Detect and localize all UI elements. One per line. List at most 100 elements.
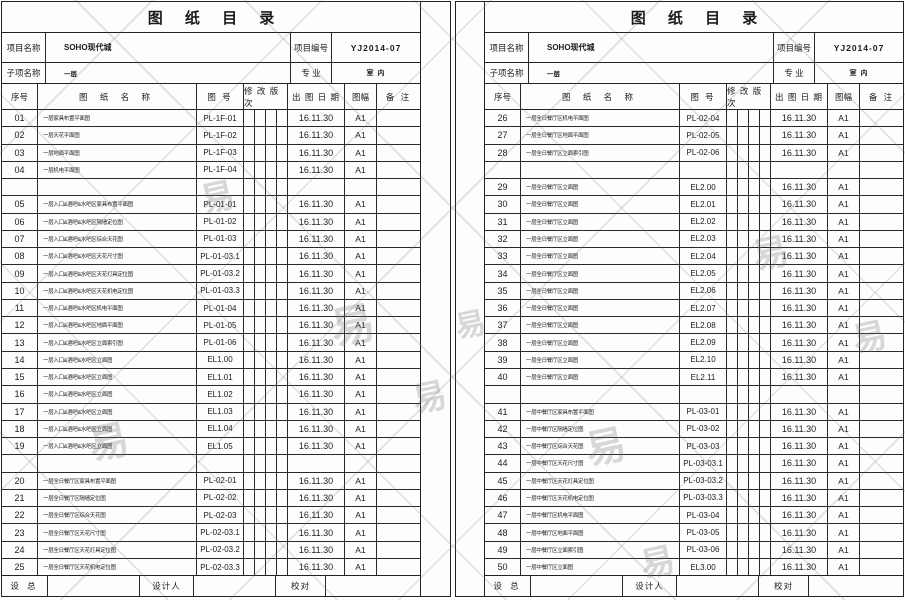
table-row: 38 一层全日餐厅区立面图 EL2.09 16.11.30 A1	[485, 334, 903, 352]
cell-date: 16.11.30	[288, 438, 345, 455]
cell-drawing-name	[38, 179, 197, 196]
cell-revision	[266, 265, 277, 282]
cell-drawing-name: 一层入口&酒吧&水吧区立面图	[38, 403, 197, 420]
signature-row: 设 总 设计人 校对	[2, 576, 420, 596]
col-header-date: 出 图 日 期	[288, 84, 345, 109]
cell-revision	[760, 248, 771, 265]
table-row: 16 一层入口&酒吧&水吧区立面图 EL1.02 16.11.30 A1	[2, 386, 420, 404]
cell-revision	[255, 230, 266, 248]
cell-revision	[255, 317, 266, 334]
cell-remark	[860, 300, 903, 316]
cell-revision	[266, 386, 277, 403]
cell-drawing-no: PL-02-05	[680, 127, 727, 144]
cell-date: 16.11.30	[771, 438, 828, 455]
cell-revision	[266, 541, 277, 558]
cell-remark	[860, 231, 903, 247]
cell-date: 16.11.30	[288, 368, 345, 386]
cell-date: 16.11.30	[771, 489, 828, 507]
cell-revision	[277, 317, 288, 334]
cell-drawing-name: 一层全日餐厅区天花机电定位图	[38, 558, 197, 576]
table-row: 14 一层入口&酒吧&水吧区立面图 EL1.00 16.11.30 A1	[2, 351, 420, 369]
designer-value	[677, 576, 759, 596]
col-header-no: 序号	[2, 84, 38, 109]
cell-sheet-size: A1	[345, 248, 377, 265]
cell-drawing-no: PL-01-06	[197, 334, 244, 351]
cell-remark	[377, 455, 420, 471]
cell-revision	[266, 438, 277, 455]
table-row-blank	[485, 386, 903, 404]
cell-revision	[266, 317, 277, 334]
project-no-value: YJ2014-07	[350, 42, 402, 53]
cell-drawing-name: 一层入口&酒吧&水吧区立面图	[38, 420, 197, 438]
cell-sheet-size: A1	[345, 282, 377, 299]
cell-no: 11	[2, 299, 38, 317]
cell-sheet-size: A1	[828, 524, 860, 541]
cell-revision	[760, 317, 771, 334]
cell-date: 16.11.30	[288, 507, 345, 524]
cell-drawing-no: EL2.02	[680, 213, 727, 230]
cell-revision	[244, 351, 255, 368]
table-row: 30 一层全日餐厅区立面图 EL2.01 16.11.30 A1	[485, 196, 903, 214]
cell-no: 41	[485, 403, 521, 420]
cell-revision	[266, 144, 277, 161]
cell-remark	[860, 490, 903, 506]
cell-drawing-no: PL-01-01	[197, 196, 244, 213]
cell-revision	[749, 110, 760, 127]
specialty-label: 专 业	[291, 63, 332, 83]
cell-drawing-no	[197, 455, 244, 472]
cell-revision	[266, 403, 277, 420]
cell-no: 03	[2, 144, 38, 161]
cell-drawing-name: 一层中餐厅区综合天花图	[521, 438, 680, 455]
cell-remark	[377, 352, 420, 368]
cell-revision	[760, 161, 771, 179]
table-row: 22 一层全日餐厅区综合天花图 PL-02-03 16.11.30 A1	[2, 507, 420, 525]
cell-remark	[377, 369, 420, 385]
cell-date: 16.11.30	[288, 265, 345, 282]
cell-revision	[749, 230, 760, 248]
cell-remark	[377, 473, 420, 489]
cell-date: 16.11.30	[288, 161, 345, 179]
cell-revision	[749, 144, 760, 161]
sheet-title-text: 图 纸 目 录	[147, 9, 284, 27]
cell-date: 16.11.30	[288, 386, 345, 403]
cell-revision	[255, 127, 266, 144]
cell-date: 16.11.30	[771, 455, 828, 472]
cell-remark	[860, 438, 903, 454]
cell-revision	[749, 127, 760, 144]
cell-sheet-size: A1	[345, 368, 377, 386]
cell-drawing-name: 一层中餐厅区地面平面图	[521, 524, 680, 541]
cell-revision	[727, 265, 738, 282]
cell-revision	[244, 489, 255, 507]
cell-drawing-name	[521, 386, 680, 403]
cell-revision	[277, 420, 288, 438]
cell-drawing-name: 一层全日餐厅区地面平面图	[521, 127, 680, 144]
cell-revision	[760, 368, 771, 386]
cell-revision	[738, 248, 749, 265]
cell-drawing-no: EL2.05	[680, 265, 727, 282]
cell-revision	[727, 196, 738, 213]
cell-drawing-no: PL-01-02	[197, 213, 244, 230]
cell-revision	[738, 541, 749, 558]
signature-row: 设 总 设计人 校对	[485, 576, 903, 596]
cell-drawing-name: 一层中餐厅区天花尺寸图	[521, 455, 680, 472]
cell-revision	[727, 386, 738, 403]
table-row: 04 一层机电平面图 PL-1F-04 16.11.30 A1	[2, 161, 420, 180]
cell-revision	[266, 351, 277, 368]
cell-revision	[760, 541, 771, 558]
cell-revision	[277, 472, 288, 489]
cell-no: 14	[2, 351, 38, 368]
cell-revision	[244, 179, 255, 196]
cell-no: 31	[485, 213, 521, 230]
cell-no: 01	[2, 110, 38, 127]
cell-remark	[860, 334, 903, 350]
cell-remark	[377, 196, 420, 212]
cell-date: 16.11.30	[771, 368, 828, 386]
cell-revision	[738, 455, 749, 472]
specialty-label: 专 业	[774, 63, 815, 83]
cell-sheet-size: A1	[828, 558, 860, 576]
cell-drawing-name: 一层全日餐厅区立面图	[521, 248, 680, 265]
cell-remark	[377, 421, 420, 437]
cell-remark	[860, 162, 903, 178]
cell-revision	[738, 558, 749, 576]
cell-revision	[760, 438, 771, 455]
